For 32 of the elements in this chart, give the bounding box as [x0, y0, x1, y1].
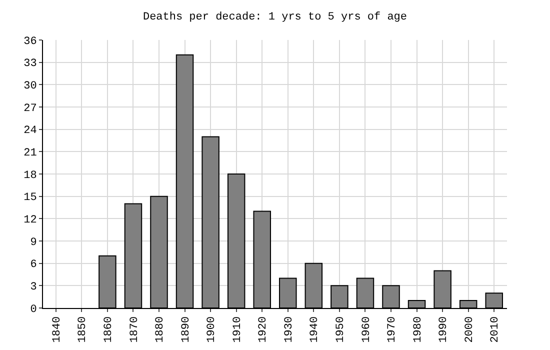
y-tick-label: 15 [24, 192, 37, 204]
y-tick-label: 0 [30, 304, 37, 316]
x-tick-label: 1860 [103, 316, 116, 343]
x-tick-label: 2000 [464, 316, 476, 343]
y-tick-label: 36 [24, 36, 37, 48]
x-tick-label: 1950 [335, 316, 348, 343]
x-tick-label: 1970 [386, 316, 399, 343]
x-tick-label: 1870 [128, 316, 141, 343]
y-tick-label: 27 [24, 102, 37, 115]
x-tick-label: 1930 [283, 316, 296, 343]
x-tick-label: 1920 [258, 316, 270, 343]
y-tick-label: 9 [30, 236, 37, 249]
x-tick-label: 2010 [490, 316, 502, 343]
x-tick-label: 1960 [360, 316, 373, 343]
y-tick-label: 30 [24, 80, 37, 93]
y-tick-label: 6 [30, 259, 37, 272]
x-tick-label: 1980 [412, 316, 424, 343]
y-tick-label: 18 [24, 170, 37, 182]
x-tick-label: 1910 [232, 316, 244, 343]
x-tick-label: 1940 [309, 316, 322, 343]
y-tick-label: 3 [30, 282, 37, 294]
y-tick-label: 24 [24, 125, 38, 138]
y-tick-label: 12 [24, 214, 37, 227]
y-tick-label: 33 [24, 58, 37, 70]
y-tick-label: 21 [24, 148, 38, 160]
x-tick-label: 1880 [154, 316, 167, 343]
x-tick-label: 1850 [77, 316, 90, 343]
x-tick-label: 1900 [206, 316, 218, 343]
x-tick-label: 1840 [51, 316, 64, 343]
x-tick-label: 1890 [180, 316, 192, 343]
chart-title: Deaths per decade: 1 yrs to 5 yrs of age [142, 12, 408, 24]
x-tick-label: 1990 [438, 316, 450, 343]
